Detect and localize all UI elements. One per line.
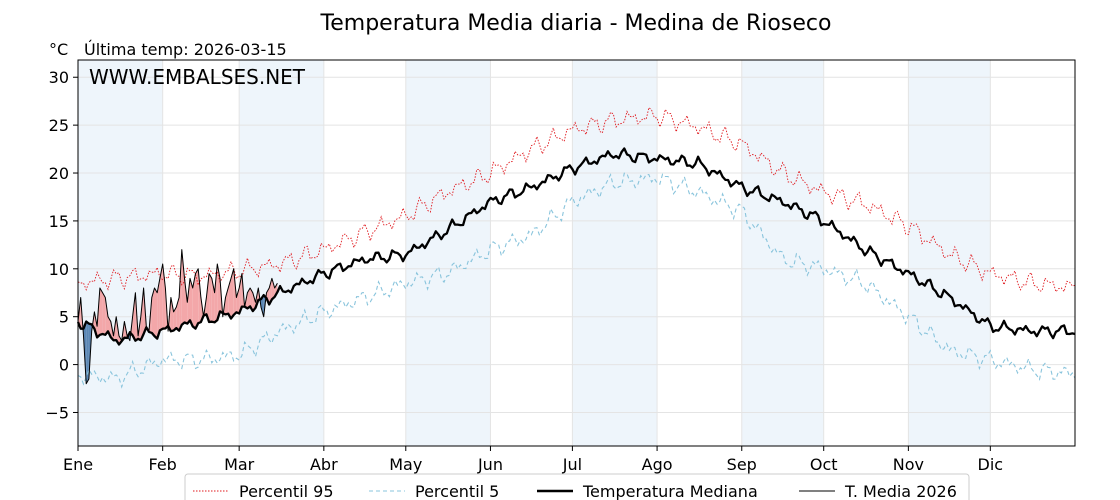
month-band: [405, 60, 491, 446]
anomaly-fill: [162, 264, 166, 329]
anomaly-fill: [225, 288, 229, 315]
legend-label: Percentil 5: [415, 482, 499, 500]
anomaly-fill: [173, 307, 177, 331]
unit-label: °C: [49, 40, 68, 59]
p5-line: [77, 172, 1076, 389]
anomaly-fill: [231, 268, 234, 319]
anomaly-fill: [261, 295, 264, 317]
y-tick-label: 10: [49, 260, 69, 279]
x-tick-label: Ene: [63, 455, 93, 474]
anomaly-fill: [94, 311, 98, 338]
anomaly-fill: [192, 273, 196, 329]
anomaly-fill: [198, 268, 201, 324]
legend-label: Percentil 95: [239, 482, 334, 500]
series-lines: [76, 106, 1076, 389]
watermark: WWW.EMBALSES.NET: [89, 65, 306, 89]
x-tick-label: Ago: [642, 455, 673, 474]
anomaly-fill: [206, 273, 210, 322]
anomaly-fill: [102, 292, 106, 335]
anomaly-fill: [187, 278, 190, 324]
x-tick-label: Oct: [810, 455, 838, 474]
x-tick-label: Sep: [727, 455, 757, 474]
x-tick-label: Jun: [477, 455, 503, 474]
anomaly-fill: [154, 288, 158, 339]
month-band: [239, 60, 324, 446]
x-tick-label: Abr: [310, 455, 338, 474]
anomaly-fill: [159, 264, 163, 331]
anomaly-fill: [269, 278, 272, 305]
x-tick-label: Mar: [224, 455, 255, 474]
y-tick-label: 15: [49, 212, 69, 231]
y-axis: −5 0 5 10 15 20 25 30: [45, 68, 78, 422]
legend: Percentil 95 Percentil 5 Temperatura Media…: [184, 473, 970, 500]
anomaly-fill: [271, 278, 275, 300]
x-tick-label: Feb: [149, 455, 177, 474]
anomaly-fill: [140, 288, 144, 341]
anomaly-fill: [151, 288, 155, 337]
anomaly-fill: [214, 264, 218, 323]
month-band: [908, 60, 991, 446]
anomaly-fill: [239, 273, 242, 314]
x-tick-label: May: [389, 455, 422, 474]
y-tick-label: 25: [49, 116, 69, 135]
current-year-line: [77, 249, 278, 385]
plot-frame: [77, 59, 1076, 447]
anomaly-fill: [209, 273, 212, 322]
subtitle: Última temp: 2026-03-15: [84, 40, 287, 59]
y-tick-label: −5: [45, 403, 69, 422]
p95-line: [77, 106, 1076, 293]
anomaly-fill: [181, 249, 185, 325]
month-band: [78, 60, 163, 446]
y-tick-label: 0: [59, 356, 69, 375]
month-band: [572, 60, 658, 446]
anomaly-fill: [132, 292, 136, 341]
anomaly-fill: [184, 278, 188, 324]
y-tick-label: 20: [49, 164, 69, 183]
anomaly-fill: [228, 278, 231, 319]
anomaly-fill: [99, 288, 103, 335]
anomaly-fill: [236, 288, 240, 314]
chart-title: Temperatura Media diaria - Medina de Rio…: [320, 11, 832, 36]
x-tick-label: Jul: [562, 455, 582, 474]
anomaly-fill: [190, 278, 193, 327]
anomaly-fill: [86, 321, 89, 384]
y-tick-label: 30: [49, 68, 69, 87]
month-bands: [78, 60, 991, 446]
x-tick-label: Nov: [893, 455, 924, 474]
month-band: [741, 60, 824, 446]
x-tick-label: Dic: [978, 455, 1004, 474]
legend-box: [184, 473, 970, 500]
y-tick-label: 5: [59, 308, 69, 327]
anomaly-fill: [105, 297, 108, 335]
anomaly-fill: [250, 288, 253, 312]
legend-label: T. Media 2026: [844, 482, 957, 500]
legend-label: Temperatura Mediana: [582, 482, 758, 500]
anomaly-fill: [157, 278, 160, 339]
anomaly-fill: [247, 288, 251, 309]
x-axis: Ene Feb Mar Abr May Jun Jul Ago Sep Oct Nov Dic: [63, 446, 1003, 474]
anomaly-fill: [170, 297, 174, 332]
